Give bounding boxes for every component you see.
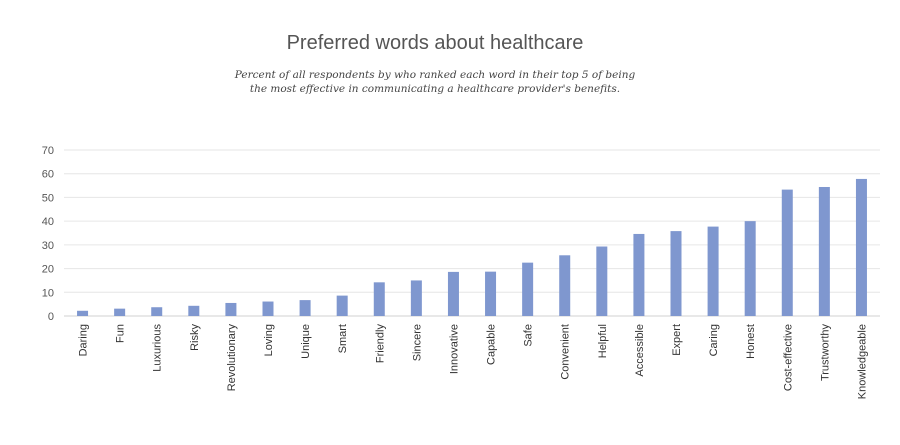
bar-luxurious <box>151 307 163 316</box>
bar-expert <box>670 231 682 316</box>
bar-loving <box>262 301 274 316</box>
y-tick-label: 70 <box>42 145 54 157</box>
chart-subtitle-line-1: Percent of all respondents by who ranked… <box>234 69 636 81</box>
bar-smart <box>336 295 348 316</box>
x-axis-ticks: Daring Fun Luxurious Risky Revolutionary Lovi… <box>78 324 869 400</box>
y-tick-label: 20 <box>42 264 54 276</box>
bar-safe <box>522 262 534 316</box>
x-tick-label-trustworthy: Trustworthy <box>819 324 831 382</box>
x-tick-label-caring: Caring <box>708 324 720 356</box>
x-tick-label-convenient: Convenient <box>560 324 572 380</box>
x-tick-label-cost-effective: Cost-effective <box>782 324 794 391</box>
chart-title: Preferred words about healthcare <box>286 32 584 54</box>
bar-convenient <box>559 255 571 316</box>
x-tick-label-innovative: Innovative <box>448 324 460 374</box>
bar-caring <box>707 226 719 316</box>
bar-cost-effective <box>781 189 793 316</box>
x-tick-label-loving: Loving <box>263 324 275 356</box>
x-tick-label-helpful: Helpful <box>597 324 609 358</box>
y-tick-label: 10 <box>42 287 54 299</box>
bar-capable <box>485 271 497 316</box>
x-tick-label-smart: Smart <box>337 324 349 353</box>
x-tick-label-safe: Safe <box>523 324 535 347</box>
y-tick-label: 0 <box>48 311 54 323</box>
x-tick-label-fun: Fun <box>115 324 127 343</box>
bar-innovative <box>447 271 459 316</box>
y-tick-label: 40 <box>42 216 54 228</box>
x-tick-label-luxurious: Luxurious <box>152 324 164 372</box>
x-tick-label-expert: Expert <box>671 324 683 356</box>
x-tick-label-risky: Risky <box>189 324 201 351</box>
x-tick-label-capable: Capable <box>486 324 498 365</box>
bar-knowledgeable <box>855 178 867 316</box>
bar-trustworthy <box>818 186 830 316</box>
bar-accessible <box>633 233 645 316</box>
y-tick-label: 60 <box>42 169 54 181</box>
bar-friendly <box>373 282 385 316</box>
x-tick-label-sincere: Sincere <box>411 324 423 361</box>
bar-sincere <box>410 280 422 316</box>
x-tick-label-honest: Honest <box>745 324 757 359</box>
x-tick-label-revolutionary: Revolutionary <box>226 324 238 392</box>
x-tick-label-daring: Daring <box>78 324 90 356</box>
x-tick-label-friendly: Friendly <box>374 324 386 364</box>
gridlines <box>64 149 880 317</box>
x-tick-label-unique: Unique <box>300 324 312 359</box>
bar-unique <box>299 300 311 316</box>
y-tick-label: 30 <box>42 240 54 252</box>
y-axis-ticks: 0 10 20 30 40 50 60 70 <box>42 145 54 323</box>
bar-daring <box>77 310 89 316</box>
bar-risky <box>188 305 200 316</box>
bars <box>77 178 867 316</box>
bar-revolutionary <box>225 302 237 316</box>
x-tick-label-knowledgeable: Knowledgeable <box>856 324 868 399</box>
bar-helpful <box>596 246 608 316</box>
chart-subtitle-line-2: the most effective in communicating a he… <box>249 83 621 95</box>
bar-honest <box>744 221 756 316</box>
y-tick-label: 50 <box>42 192 54 204</box>
x-tick-label-accessible: Accessible <box>634 324 646 377</box>
chart-subtitle: Percent of all respondents by who ranked… <box>0 68 870 96</box>
bar-fun <box>114 308 126 316</box>
